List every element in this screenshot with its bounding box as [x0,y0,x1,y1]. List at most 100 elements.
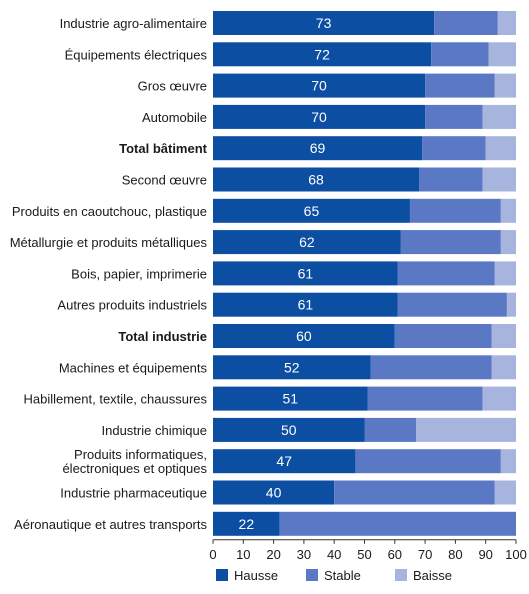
bar-hausse-14 [213,449,356,474]
legend-label-hausse: Hausse [234,568,278,583]
category-label-9: Autres produits industriels [57,298,207,313]
legend-label-stable: Stable [324,568,361,583]
bar-stable-6 [409,198,501,223]
data-label-1: 72 [314,46,330,62]
bar-baisse-3 [482,104,516,129]
data-labels-group: 73 72 70 70 69 68 65 62 61 61 60 52 51 50 47 40 22 [239,15,332,532]
data-label-8: 61 [298,265,314,281]
bar-hausse-5 [213,167,420,192]
data-label-13: 50 [281,422,297,438]
bar-baisse-9 [506,292,516,317]
legend-swatch-stable [306,569,318,581]
data-label-9: 61 [298,297,314,313]
category-label-7: Métallurgie et produits métalliques [10,235,208,250]
bar-hausse-16 [213,511,280,536]
bar-stable-11 [370,355,492,380]
category-label-6: Produits en caoutchouc, plastique [12,204,207,219]
category-label-1: Équipements électriques [65,47,208,62]
data-label-6: 65 [304,203,320,219]
bar-hausse-3 [213,104,426,129]
bar-stable-7 [400,230,501,255]
data-label-5: 68 [308,172,324,188]
bar-stable-12 [367,386,483,411]
x-tick-label-7: 70 [418,547,432,562]
bar-stable-13 [364,417,417,442]
bar-baisse-0 [497,11,516,35]
bar-baisse-7 [500,230,516,255]
bar-hausse-12 [213,386,368,411]
bar-hausse-13 [213,417,365,442]
x-tick-label-9: 90 [478,547,492,562]
x-tick-label-2: 20 [266,547,280,562]
data-label-4: 69 [310,140,326,156]
bar-hausse-11 [213,355,371,380]
data-label-2: 70 [311,78,327,94]
bar-baisse-2 [494,73,516,98]
data-label-0: 73 [316,15,332,31]
category-label-15: Industrie pharmaceutique [60,486,207,501]
category-label-0: Industrie agro-alimentaire [60,16,207,31]
bar-stable-10 [394,324,492,348]
category-label-3: Automobile [142,110,207,125]
bar-hausse-7 [213,230,401,255]
bar-hausse-4 [213,136,423,161]
legend: Hausse Stable Baisse [216,568,452,583]
bar-stable-16 [279,511,516,536]
category-label-2: Gros œuvre [138,79,207,94]
bar-baisse-14 [500,449,516,474]
bar-hausse-9 [213,292,398,317]
bar-stable-4 [422,136,486,161]
x-tick-label-6: 60 [388,547,402,562]
category-label-12: Habillement, textile, chaussures [23,392,207,407]
category-label-16: Aéronautique et autres transports [14,517,207,532]
x-tick-label-4: 40 [327,547,341,562]
bar-stable-14 [355,449,501,474]
data-label-11: 52 [284,359,300,375]
category-labels-group: Industrie agro-alimentaire Équipements él… [10,16,208,532]
category-label-13: Industrie chimique [102,423,208,438]
bar-baisse-5 [482,167,516,192]
bar-stable-8 [397,261,495,286]
category-label-14: Produits informatiques, électroniques et … [62,447,207,476]
x-tick-label-10: 100 [505,547,527,562]
x-tick-label-3: 30 [297,547,311,562]
legend-swatch-baisse [395,569,407,581]
bar-stable-15 [334,480,495,505]
x-tick-label-5: 50 [357,547,371,562]
category-label-10: Total industrie [118,329,207,344]
bar-baisse-1 [488,42,516,67]
x-tick-label-8: 80 [448,547,462,562]
data-label-7: 62 [299,234,315,250]
data-label-12: 51 [282,391,298,407]
data-label-15: 40 [266,485,282,501]
bar-hausse-15 [213,480,335,505]
bar-hausse-1 [213,42,432,67]
legend-label-baisse: Baisse [413,568,452,583]
bar-stable-2 [425,73,495,98]
bar-hausse-2 [213,73,426,98]
bar-stable-9 [397,292,507,317]
data-label-16: 22 [239,516,255,532]
bar-stable-5 [419,167,483,192]
bars-group [213,11,516,536]
category-label-11: Machines et équipements [59,360,208,375]
data-label-3: 70 [311,109,327,125]
bar-hausse-8 [213,261,398,286]
bar-stable-3 [425,104,483,129]
legend-swatch-hausse [216,569,228,581]
bar-hausse-10 [213,324,395,348]
category-label-4: Total bâtiment [119,141,208,156]
bar-baisse-11 [491,355,516,380]
bar-hausse-6 [213,198,410,223]
bar-baisse-12 [482,386,516,411]
x-tick-label-1: 10 [236,547,250,562]
category-label-5: Second œuvre [122,173,207,188]
bar-baisse-15 [494,480,516,505]
bar-baisse-6 [500,198,516,223]
bar-hausse-0 [213,11,435,35]
category-label-8: Bois, papier, imprimerie [71,266,207,281]
data-label-10: 60 [296,328,312,344]
x-axis: 0 10 20 30 40 50 60 70 80 90 100 [209,539,527,562]
bar-baisse-8 [494,261,516,286]
